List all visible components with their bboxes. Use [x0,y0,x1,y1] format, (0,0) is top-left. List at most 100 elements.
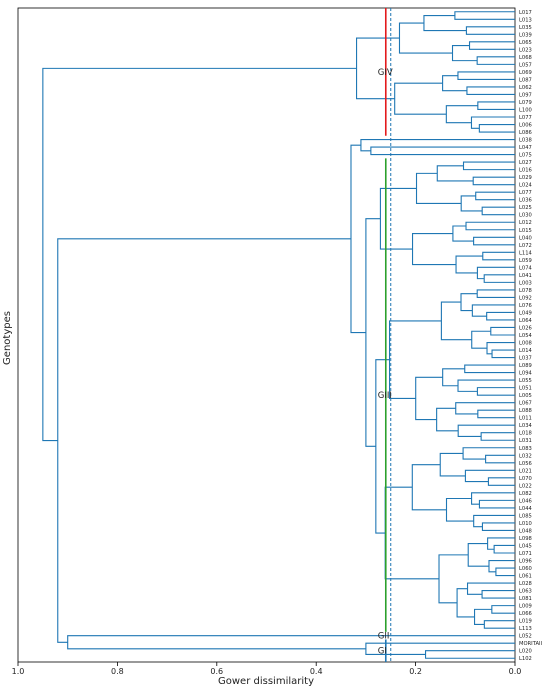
group-label: GIII [378,391,392,401]
dendrogram-link [445,497,474,522]
dendrogram-link [473,236,515,246]
leaf-label: L046 [519,498,532,504]
leaf-label: L044 [519,506,532,512]
dendrogram-link [493,544,515,554]
leaf-label: L070 [519,476,532,482]
dendrogram-link [471,492,515,505]
group-label: GII [378,632,390,642]
dendrogram-link [423,14,467,32]
dendrogram-link [436,407,459,432]
leaf-label: L054 [519,333,532,339]
dendrogram-link [457,424,515,438]
dendrogram-link [436,165,474,182]
dendrogram-link [438,554,469,604]
leaf-label: L017 [519,10,532,16]
leaf-label: L012 [519,220,532,226]
dendrogram-link [398,22,453,54]
dendrogram-link [360,139,515,152]
dendrogram-link [472,176,515,186]
leaf-label: L083 [519,446,532,452]
leaf-label: L085 [519,513,532,519]
dendrogram-link [460,293,478,312]
dendrogram-link [488,559,515,573]
leaf-label: L030 [519,213,532,219]
dendrogram-link [491,605,515,614]
dendrogram-link [478,499,515,509]
leaf-label: L077 [519,115,532,121]
dendrogram-link [486,311,515,321]
x-axis-ticks: 1.0 0.8 0.6 0.4 0.2 0.0 [12,662,521,676]
dendrogram-link [415,172,462,204]
leaf-label: L051 [519,386,532,392]
leaf-label: L059 [519,258,532,264]
dendrogram-link [460,195,483,212]
leaf-label: L041 [519,273,532,279]
dendrogram-link [445,105,478,124]
dendrogram-link [442,75,467,92]
dendrogram-link [473,514,515,528]
dendrogram-link [478,123,515,133]
leaf-label: L069 [519,70,532,76]
dendrogram-link [495,567,515,577]
leaf-label: L027 [519,160,532,166]
leaf-label: L048 [519,528,532,534]
leaf-label: L081 [519,596,532,602]
dendrogram-link [481,206,515,216]
leaf-label: L037 [519,356,532,362]
dendrogram-link [491,349,515,359]
leaf-label: L028 [519,581,532,587]
leaf-label: L076 [519,303,532,309]
leaf-label: L057 [519,62,532,68]
leaf-label: L088 [519,408,532,414]
group-label: GIV [378,68,393,78]
leaf-label: L055 [519,378,532,384]
leaf-label: L089 [519,363,532,369]
dendrogram-link [487,537,515,550]
leaf-label: L065 [519,40,532,46]
dendrogram-link [482,251,515,261]
leaf-label: L061 [519,574,532,580]
leaf-label: L072 [519,243,532,249]
leaf-label: L068 [519,55,532,61]
dendrogram-link [465,26,515,35]
leaf-label: L023 [519,47,532,53]
leaf-label: L016 [519,168,532,174]
leaf-label: L094 [519,371,532,377]
dendrogram-link [481,522,515,531]
dendrogram-link [467,543,489,567]
leaf-label: L062 [519,85,532,91]
leaf-label: L113 [519,626,532,632]
leaf-label: L049 [519,310,532,316]
dendrogram-link [462,447,515,460]
leaf-label: L005 [519,393,532,399]
dendrogram-link [350,144,366,334]
leaf-label: L024 [519,183,532,189]
leaf-label: L020 [519,649,532,655]
dendrogram-link [481,590,515,599]
leaf-label: L079 [519,100,532,106]
leaf-label: L074 [519,265,532,271]
leaf-label: L100 [519,107,532,113]
leaf-label: L038 [519,138,532,144]
dendrogram-link [57,238,351,643]
dendrogram-link [475,191,515,201]
leaf-label: L047 [519,145,532,151]
leaf-label: L022 [519,483,532,489]
dendrogram-link [411,464,447,511]
dendrogram-link [457,379,515,392]
leaf-label: L071 [519,551,532,557]
x-axis-label: Gower dissimilarity [218,676,314,687]
leaf-label: L032 [519,453,532,459]
leaf-label: L052 [519,634,532,640]
leaf-label: L078 [519,288,532,294]
y-axis-label: Genotypes [2,311,13,365]
dendrogram-link [471,330,491,349]
leaf-label: L064 [519,318,532,324]
dendrogram-link [476,387,515,396]
leaf-label: L018 [519,431,532,437]
x-tick-label: 0.2 [409,667,422,676]
x-tick-label: 1.0 [12,667,25,676]
dendrogram-branches [42,11,515,659]
